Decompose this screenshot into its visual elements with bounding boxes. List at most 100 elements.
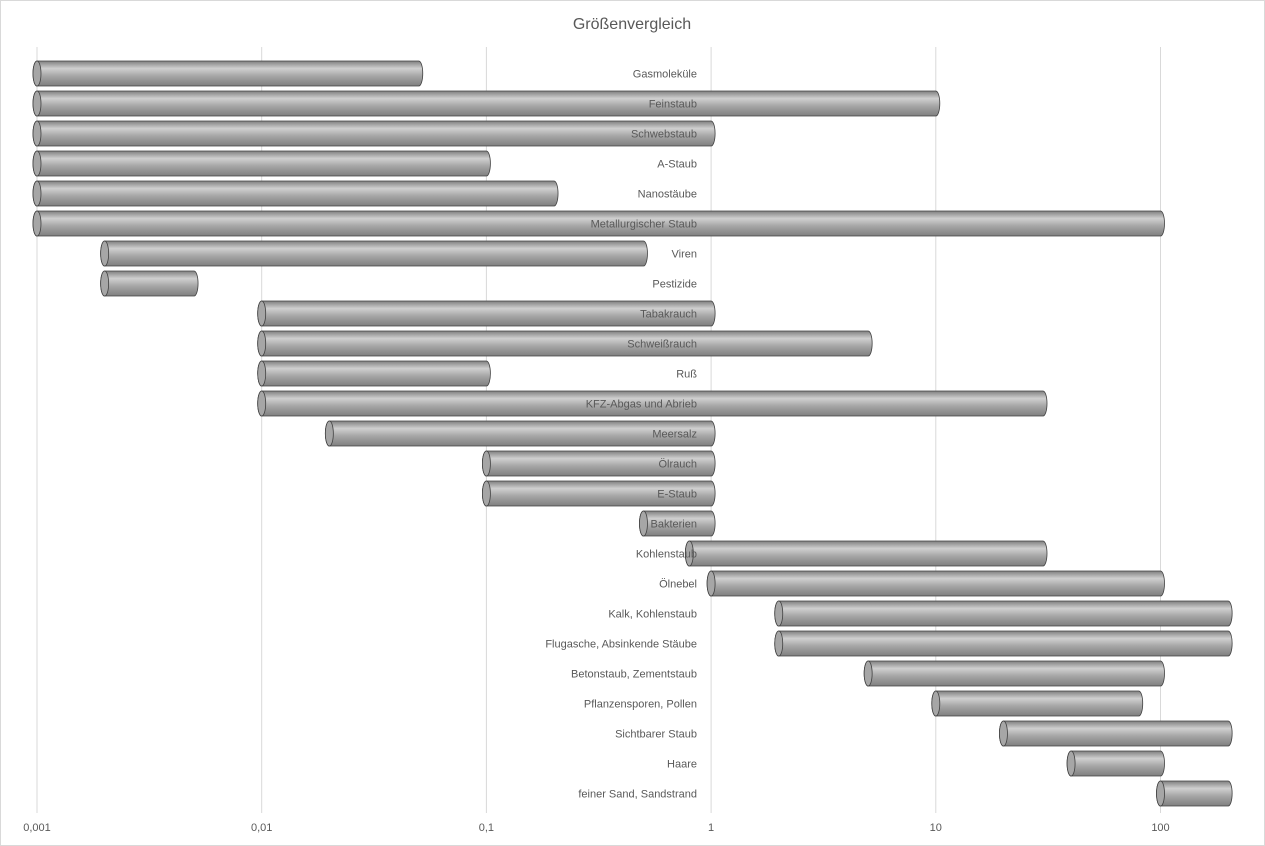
x-axis-ticks: 0,001 0,01 0,1 1 10 100 (23, 822, 1169, 834)
bar (481, 480, 716, 507)
category-label: Schweißrauch (627, 339, 697, 351)
bar-body (32, 60, 424, 87)
bar-cap (257, 300, 267, 327)
bar-cap (257, 360, 267, 387)
category-label: Nanostäube (638, 189, 697, 201)
category-label: Pestizide (652, 279, 697, 291)
bar (32, 180, 559, 207)
bar (1066, 750, 1165, 777)
bar-cap (257, 330, 267, 357)
bar (32, 120, 716, 147)
bar-body (706, 570, 1165, 597)
bar (32, 60, 424, 87)
bar (257, 360, 491, 387)
category-label: Ölrauch (658, 459, 697, 471)
bar-body (257, 330, 873, 357)
category-label: Haare (667, 759, 697, 771)
bar-cap (706, 570, 716, 597)
category-label: Flugasche, Absinkende Stäube (545, 639, 697, 651)
bar-cap (481, 480, 491, 507)
bar (1156, 780, 1233, 807)
bar-body (931, 690, 1144, 717)
bar (32, 90, 941, 117)
bar-body (257, 360, 491, 387)
bar (684, 540, 1048, 567)
bar (706, 570, 1165, 597)
category-label: Bakterien (651, 519, 697, 531)
bar-body (32, 120, 716, 147)
bar-cap (684, 540, 694, 567)
chart-title: Größenvergleich (573, 16, 691, 33)
category-label: Sichtbarer Staub (615, 729, 697, 741)
bar (481, 450, 716, 477)
bar-body (32, 150, 491, 177)
bar (257, 300, 716, 327)
bar-cap (1156, 780, 1165, 807)
bar-body (684, 540, 1048, 567)
bar-cap (774, 600, 784, 627)
category-label: Tabakrauch (640, 309, 697, 321)
bar-cap (32, 150, 42, 177)
bar-cap (1066, 750, 1076, 777)
bar (32, 210, 1165, 237)
category-label: Meersalz (652, 429, 697, 441)
category-label: Kohlenstaub (636, 549, 697, 561)
bar (257, 330, 873, 357)
bar-body (32, 90, 941, 117)
category-label: A-Staub (657, 159, 697, 171)
bar (999, 720, 1233, 747)
bar-cap (324, 420, 334, 447)
x-tick-label: 0,01 (251, 822, 272, 834)
category-label: Kalk, Kohlenstaub (608, 609, 697, 621)
category-label: Ruß (676, 369, 697, 381)
bar-cap (999, 720, 1008, 747)
category-label: Viren (672, 249, 697, 261)
bar (324, 420, 716, 447)
category-label: Pflanzensporen, Pollen (584, 699, 697, 711)
x-tick-label: 1 (708, 822, 714, 834)
x-tick-label: 100 (1151, 822, 1169, 834)
bar-body (1066, 750, 1165, 777)
bar-cap (931, 690, 941, 717)
x-tick-label: 0,001 (23, 822, 51, 834)
bar-body (774, 600, 1233, 627)
bar-cap (32, 60, 42, 87)
bar-body (1156, 780, 1233, 807)
bar (863, 660, 1165, 687)
bar-body (100, 270, 199, 297)
bar (257, 390, 1048, 417)
bar (774, 630, 1233, 657)
bar (32, 150, 491, 177)
category-label: Schwebstaub (631, 129, 697, 141)
category-label: Feinstaub (649, 99, 697, 111)
x-tick-label: 10 (930, 822, 942, 834)
bar-body (774, 630, 1233, 657)
bar (100, 270, 199, 297)
bar (774, 600, 1233, 627)
category-label: feiner Sand, Sandstrand (578, 789, 697, 801)
x-tick-label: 0,1 (479, 822, 494, 834)
bar-cap (32, 180, 42, 207)
bar-cap (32, 90, 42, 117)
bar-cap (774, 630, 784, 657)
bars (32, 60, 1233, 807)
category-label: Betonstaub, Zementstaub (571, 669, 697, 681)
bar-body (32, 180, 559, 207)
bar-cap (100, 270, 110, 297)
bar-cap (100, 240, 110, 267)
category-labels: Gasmoleküle Feinstaub Schwebstaub A-Staub Na… (545, 69, 697, 801)
bar (100, 240, 648, 267)
bar-cap (639, 510, 648, 537)
bar-body (999, 720, 1233, 747)
bar-cap (32, 210, 42, 237)
bar-body (100, 240, 648, 267)
category-label: Ölnebel (659, 579, 697, 591)
bar (639, 510, 716, 537)
category-label: KFZ-Abgas und Abrieb (586, 399, 697, 411)
category-label: Gasmoleküle (633, 69, 697, 81)
bar (931, 690, 1144, 717)
bar-cap (257, 390, 267, 417)
bar-body (863, 660, 1165, 687)
